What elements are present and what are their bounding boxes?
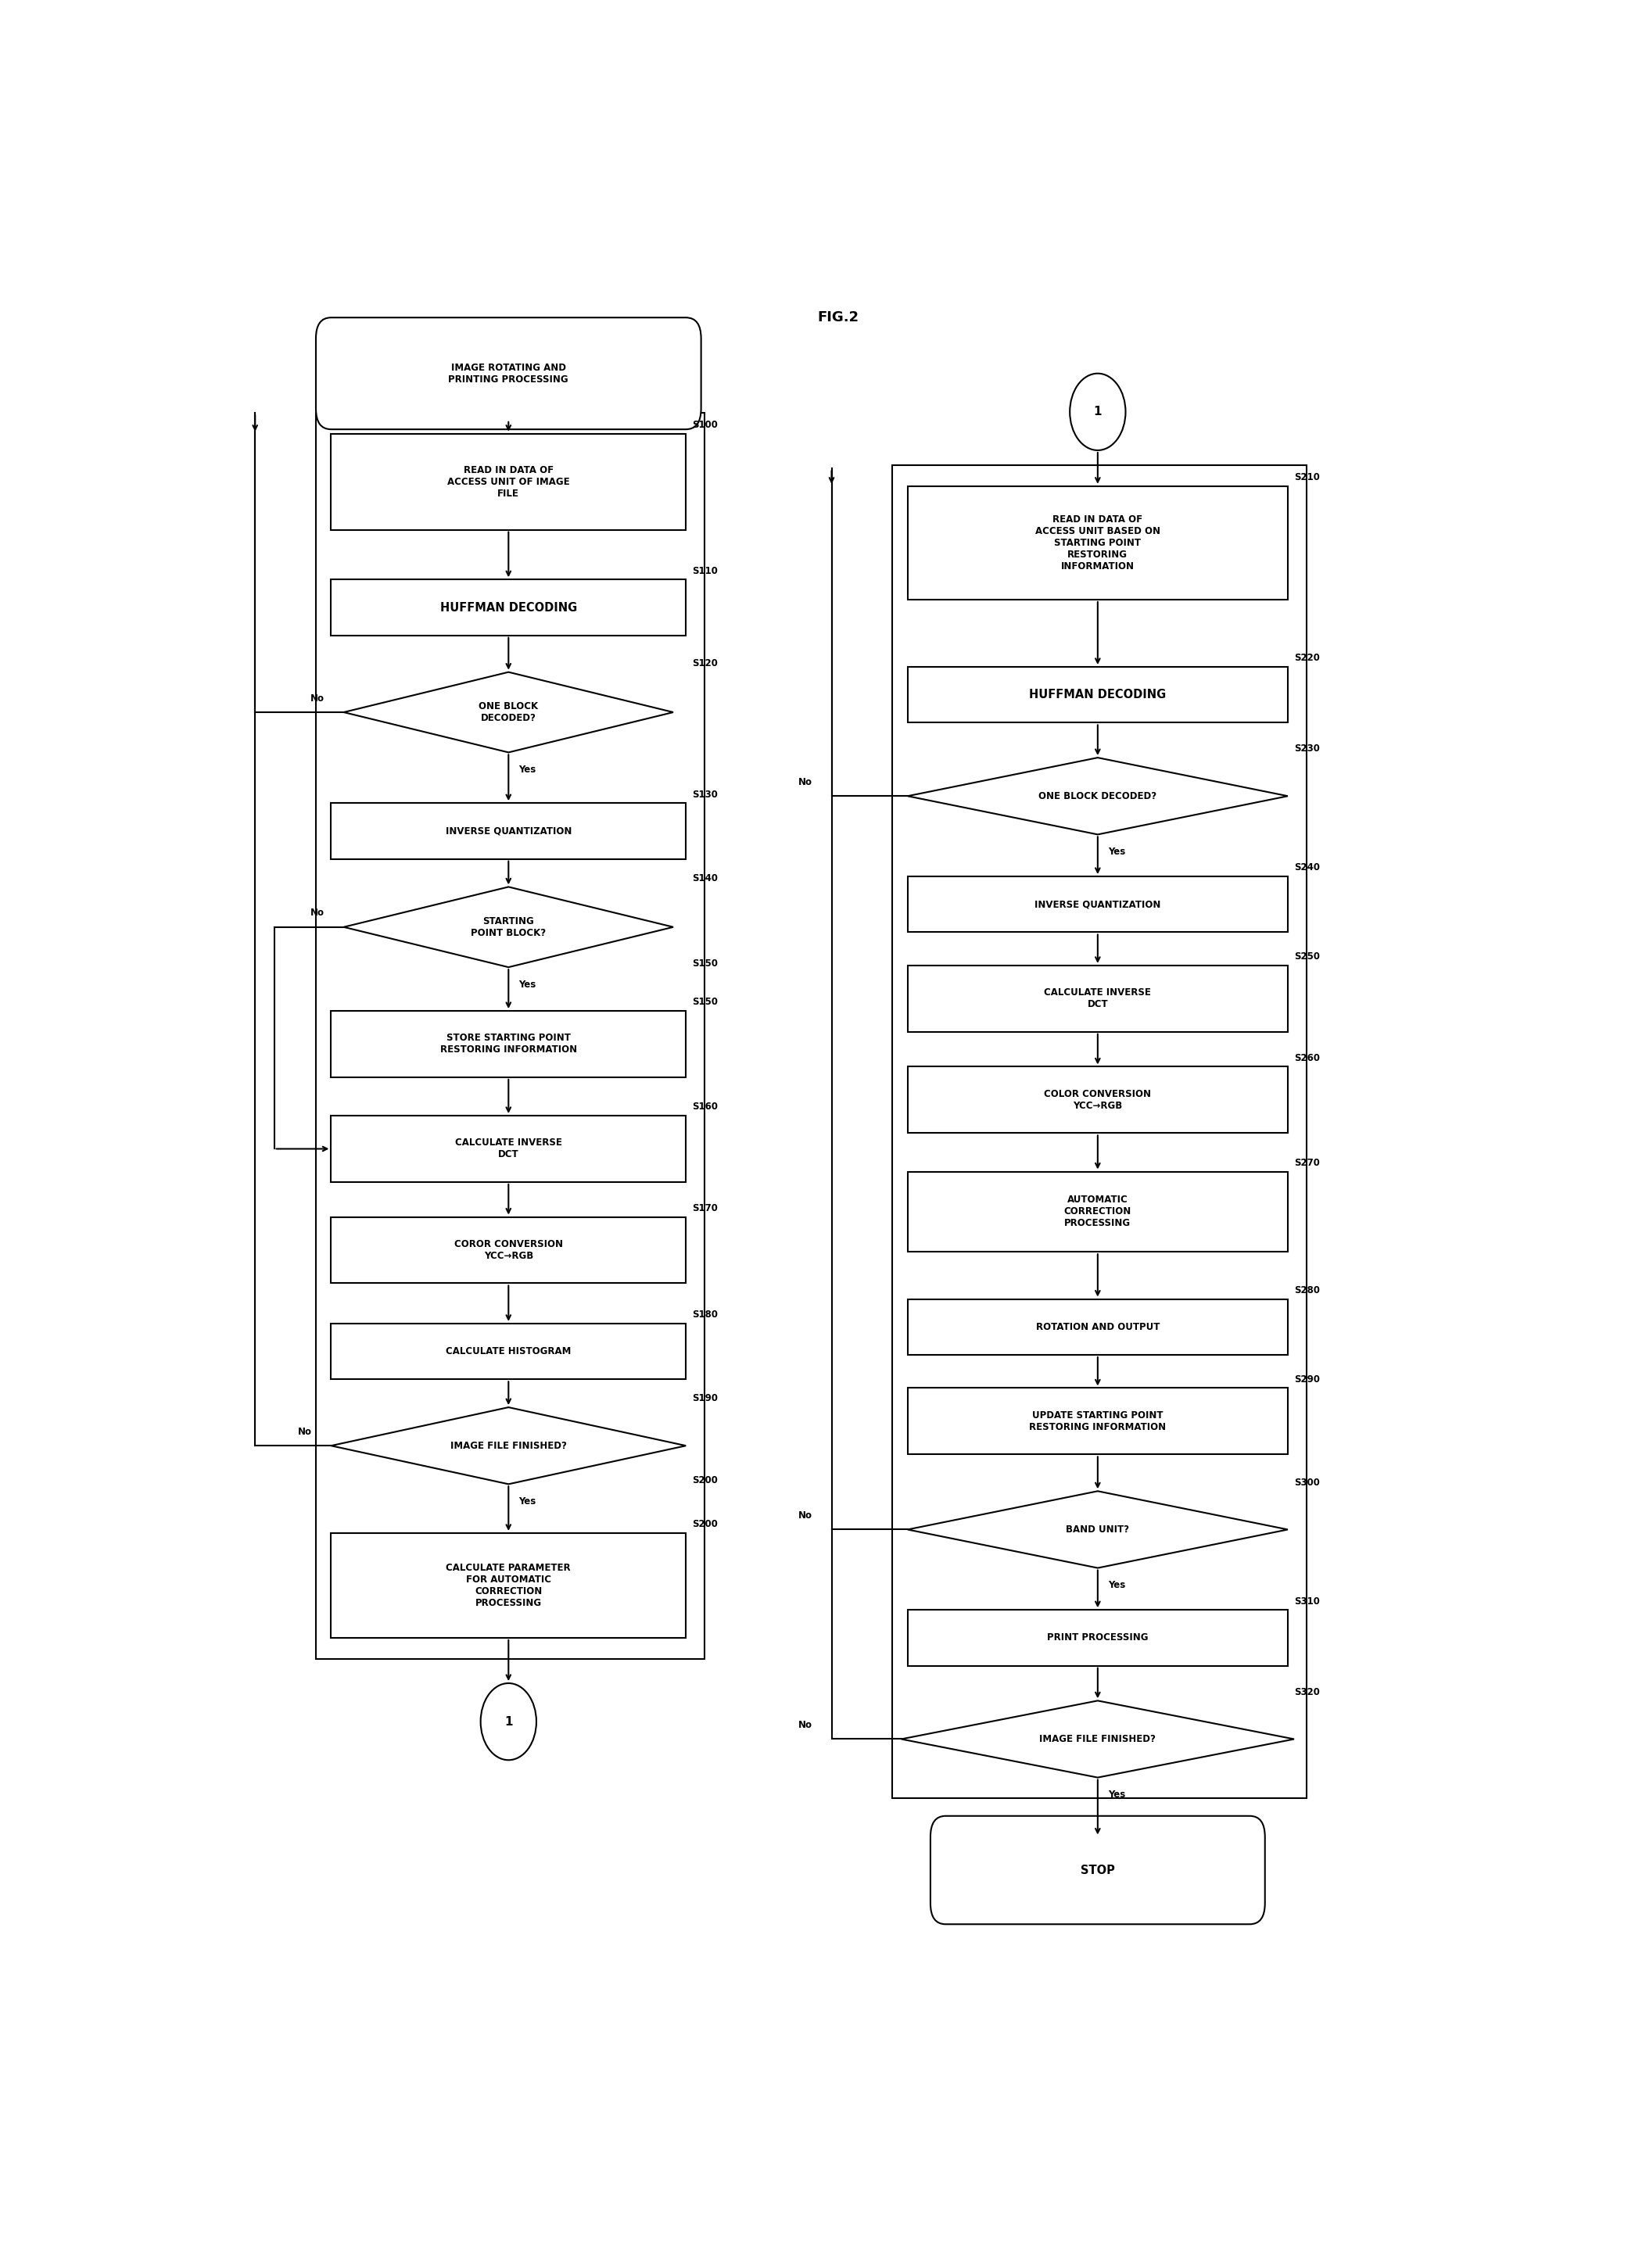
Text: Yes: Yes [518,980,536,989]
FancyBboxPatch shape [907,966,1288,1032]
Polygon shape [901,1701,1295,1778]
Text: IMAGE FILE FINISHED?: IMAGE FILE FINISHED? [1040,1735,1156,1744]
Text: S300: S300 [1295,1476,1319,1488]
FancyBboxPatch shape [907,1610,1288,1665]
Text: FIG.2: FIG.2 [818,311,858,324]
FancyBboxPatch shape [330,1533,687,1637]
Text: S140: S140 [692,873,718,882]
Text: Yes: Yes [1109,1789,1125,1801]
FancyBboxPatch shape [907,667,1288,723]
Polygon shape [907,758,1288,835]
FancyBboxPatch shape [330,433,687,531]
Text: S100: S100 [692,420,718,431]
Text: No: No [311,907,325,919]
FancyBboxPatch shape [907,1173,1288,1252]
Text: S220: S220 [1295,653,1319,662]
Text: S310: S310 [1295,1597,1319,1606]
Text: S320: S320 [1295,1687,1319,1696]
FancyBboxPatch shape [907,1066,1288,1134]
Text: 1: 1 [1094,406,1102,417]
Text: S150: S150 [692,959,718,968]
FancyBboxPatch shape [907,485,1288,599]
Text: No: No [798,1719,813,1730]
FancyBboxPatch shape [330,803,687,860]
Circle shape [481,1683,536,1760]
Polygon shape [907,1490,1288,1567]
FancyBboxPatch shape [316,318,701,429]
Text: HUFFMAN DECODING: HUFFMAN DECODING [1028,689,1166,701]
Text: COLOR CONVERSION
YCC→RGB: COLOR CONVERSION YCC→RGB [1045,1089,1151,1111]
Circle shape [1069,374,1125,451]
Text: Yes: Yes [518,764,536,776]
Text: No: No [311,694,325,703]
Text: CALCULATE PARAMETER
FOR AUTOMATIC
CORRECTION
PROCESSING: CALCULATE PARAMETER FOR AUTOMATIC CORREC… [446,1563,571,1608]
FancyBboxPatch shape [330,581,687,635]
Polygon shape [343,671,674,753]
Text: S190: S190 [692,1393,718,1404]
Text: No: No [298,1427,312,1438]
FancyBboxPatch shape [330,1325,687,1379]
Text: AUTOMATIC
CORRECTION
PROCESSING: AUTOMATIC CORRECTION PROCESSING [1064,1195,1131,1229]
Text: ROTATION AND OUTPUT: ROTATION AND OUTPUT [1037,1322,1159,1331]
Text: STORE STARTING POINT
RESTORING INFORMATION: STORE STARTING POINT RESTORING INFORMATI… [440,1034,577,1055]
Text: STARTING
POINT BLOCK?: STARTING POINT BLOCK? [471,916,546,939]
Text: Yes: Yes [1109,1581,1125,1590]
Text: COROR CONVERSION
YCC→RGB: COROR CONVERSION YCC→RGB [455,1238,562,1261]
FancyBboxPatch shape [930,1817,1265,1923]
Text: S290: S290 [1295,1374,1319,1383]
Text: S250: S250 [1295,953,1319,962]
Text: S260: S260 [1295,1052,1319,1064]
FancyBboxPatch shape [907,1300,1288,1354]
Text: S200: S200 [692,1520,718,1529]
Text: ONE BLOCK
DECODED?: ONE BLOCK DECODED? [479,701,538,723]
Text: INVERSE QUANTIZATION: INVERSE QUANTIZATION [1035,898,1161,909]
Text: S170: S170 [692,1202,718,1213]
Text: INVERSE QUANTIZATION: INVERSE QUANTIZATION [445,826,572,837]
Text: READ IN DATA OF
ACCESS UNIT OF IMAGE
FILE: READ IN DATA OF ACCESS UNIT OF IMAGE FIL… [448,465,569,499]
Text: READ IN DATA OF
ACCESS UNIT BASED ON
STARTING POINT
RESTORING
INFORMATION: READ IN DATA OF ACCESS UNIT BASED ON STA… [1035,515,1161,572]
Text: S230: S230 [1295,744,1319,753]
Text: HUFFMAN DECODING: HUFFMAN DECODING [440,601,577,612]
Text: IMAGE FILE FINISHED?: IMAGE FILE FINISHED? [450,1440,567,1452]
Text: Yes: Yes [518,1497,536,1506]
Text: S200: S200 [692,1476,718,1486]
Text: S160: S160 [692,1102,718,1111]
Polygon shape [343,887,674,966]
Text: CALCULATE INVERSE
DCT: CALCULATE INVERSE DCT [455,1139,562,1159]
Text: BAND UNIT?: BAND UNIT? [1066,1524,1130,1535]
Text: S150: S150 [692,998,718,1007]
Text: No: No [798,1510,813,1520]
Polygon shape [330,1406,687,1483]
Text: S240: S240 [1295,862,1319,873]
Text: S270: S270 [1295,1157,1319,1168]
Text: S130: S130 [692,789,718,798]
Text: CALCULATE INVERSE
DCT: CALCULATE INVERSE DCT [1045,987,1151,1009]
Text: No: No [798,778,813,787]
FancyBboxPatch shape [330,1012,687,1077]
FancyBboxPatch shape [330,1116,687,1182]
Text: S120: S120 [692,658,718,669]
Text: Yes: Yes [1109,846,1125,857]
Text: S110: S110 [692,565,718,576]
FancyBboxPatch shape [330,1218,687,1284]
Text: ONE BLOCK DECODED?: ONE BLOCK DECODED? [1038,792,1158,801]
Text: S210: S210 [1295,472,1319,483]
Text: STOP: STOP [1081,1864,1115,1876]
Text: PRINT PROCESSING: PRINT PROCESSING [1046,1633,1148,1642]
FancyBboxPatch shape [907,875,1288,932]
Text: IMAGE ROTATING AND
PRINTING PROCESSING: IMAGE ROTATING AND PRINTING PROCESSING [448,363,569,383]
Text: CALCULATE HISTOGRAM: CALCULATE HISTOGRAM [446,1347,571,1356]
FancyBboxPatch shape [907,1388,1288,1454]
Text: UPDATE STARTING POINT
RESTORING INFORMATION: UPDATE STARTING POINT RESTORING INFORMAT… [1028,1411,1166,1431]
Text: S180: S180 [692,1309,718,1320]
Text: S280: S280 [1295,1286,1319,1295]
Text: 1: 1 [504,1717,513,1728]
